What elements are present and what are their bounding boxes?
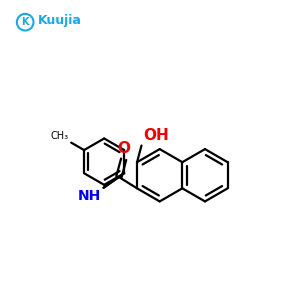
Text: O: O bbox=[117, 141, 130, 156]
Text: K: K bbox=[21, 17, 29, 27]
Text: OH: OH bbox=[143, 128, 169, 142]
Text: NH: NH bbox=[78, 189, 101, 203]
Text: Kuujia: Kuujia bbox=[38, 14, 82, 27]
Text: CH₃: CH₃ bbox=[51, 131, 69, 141]
